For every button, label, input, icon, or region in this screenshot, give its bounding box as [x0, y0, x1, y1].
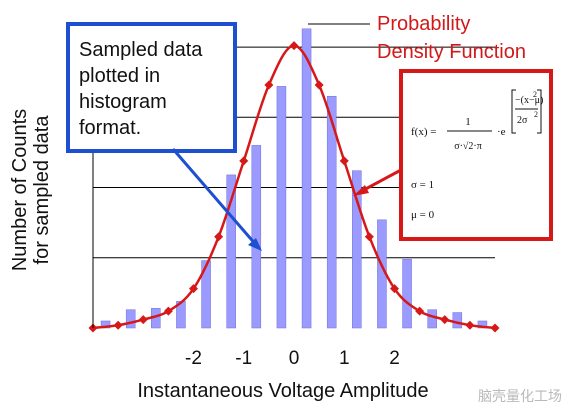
- formula-sigma: σ = 1: [411, 179, 434, 191]
- x-tick-label-5: 2: [389, 348, 400, 369]
- formula-exponent-denominator: 2σ: [517, 115, 528, 126]
- pdf-label-line-2: Density Function: [377, 41, 526, 63]
- histogram-bar-15: [452, 312, 463, 329]
- pdf-label-group: Probability Density Function: [308, 13, 526, 63]
- formula-box: f(x) = 1 σ·√2·π ·e −(x−μ) 2 2σ 2 σ = 1 μ…: [399, 69, 553, 241]
- formula-denominator: σ·√2·π: [454, 141, 482, 152]
- histogram-callout-line-3: histogram: [79, 91, 167, 113]
- histogram-callout-line-4: format.: [79, 117, 141, 139]
- formula-exponent-numerator-power: 2: [533, 90, 537, 99]
- pdf-callout-arrow-group: [353, 168, 402, 196]
- pdf-curve-marker-12: [364, 232, 374, 242]
- histogram-callout-line-2: plotted in: [79, 65, 160, 87]
- pdf-curve-marker-5: [189, 284, 198, 294]
- formula-numerator: 1: [465, 116, 471, 128]
- histogram-bar-11: [352, 170, 362, 329]
- x-tick-label-2: -1: [235, 348, 252, 369]
- y-axis-title-line-1: Number of Counts: [9, 109, 31, 271]
- pdf-curve-marker-13: [390, 284, 399, 294]
- pdf-curve-marker-3: [138, 315, 148, 325]
- x-tick-labels: -2 -1 0 1 2: [185, 348, 400, 369]
- formula-box-border: [399, 69, 553, 241]
- formula-mu: μ = 0: [411, 209, 435, 221]
- histogram-bar-2: [125, 309, 136, 329]
- pdf-curve-marker-2: [113, 320, 123, 330]
- watermark-text: 脑壳量化工场: [478, 388, 562, 405]
- formula-exponent-numerator: −(x−μ): [515, 95, 543, 106]
- pdf-label-line-1: Probability: [377, 13, 470, 35]
- pdf-curve-marker-17: [490, 323, 500, 333]
- pdf-curve-marker-11: [339, 156, 349, 166]
- formula-exponent-denominator-power: 2: [534, 110, 538, 119]
- pdf-curve-group: [88, 41, 500, 333]
- histogram-bars: [100, 28, 488, 329]
- x-tick-label-4: 1: [339, 348, 350, 369]
- pdf-curve-marker-15: [440, 315, 450, 325]
- y-axis-title: Number of Counts for sampled data: [9, 109, 53, 271]
- x-tick-label-3: 0: [289, 348, 300, 369]
- x-tick-label-1: -2: [185, 348, 202, 369]
- pdf-curve-marker-7: [239, 156, 249, 166]
- pdf-curve-marker-9: [289, 41, 299, 51]
- formula-lhs: f(x) =: [411, 126, 436, 138]
- pdf-callout-arrow: [359, 168, 402, 194]
- histogram-bar-7: [251, 145, 262, 329]
- histogram-bar-13: [402, 258, 412, 329]
- pdf-curve-marker-4: [163, 306, 173, 316]
- pdf-callout-arrowhead: [353, 185, 369, 196]
- pdf-curve-marker-16: [465, 320, 475, 330]
- histogram-callout-arrow: [171, 148, 259, 247]
- histogram-bar-14: [427, 309, 437, 329]
- histogram-bar-6: [226, 174, 236, 329]
- pdf-curve-marker-6: [214, 232, 224, 242]
- histogram-callout-line-1: Sampled data: [79, 39, 203, 61]
- histogram-bar-5: [201, 260, 211, 329]
- histogram-callout: Sampled data plotted in histogram format…: [66, 22, 262, 251]
- formula-right-bracket: [537, 89, 542, 134]
- pdf-curve-marker-10: [314, 80, 324, 90]
- y-axis-title-line-2: for sampled data: [31, 115, 53, 265]
- histogram-bar-8: [276, 86, 287, 329]
- pdf-curve-marker-8: [264, 80, 274, 90]
- formula-base: ·e: [497, 126, 506, 138]
- pdf-curve-marker-14: [415, 306, 425, 316]
- formula-left-bracket: [511, 89, 516, 134]
- histogram-bar-9: [301, 28, 312, 329]
- histogram-callout-box: [66, 22, 237, 153]
- x-axis-title: Instantaneous Voltage Amplitude: [137, 380, 428, 402]
- histogram-bar-10: [326, 95, 337, 329]
- histogram-callout-arrowhead: [248, 238, 262, 251]
